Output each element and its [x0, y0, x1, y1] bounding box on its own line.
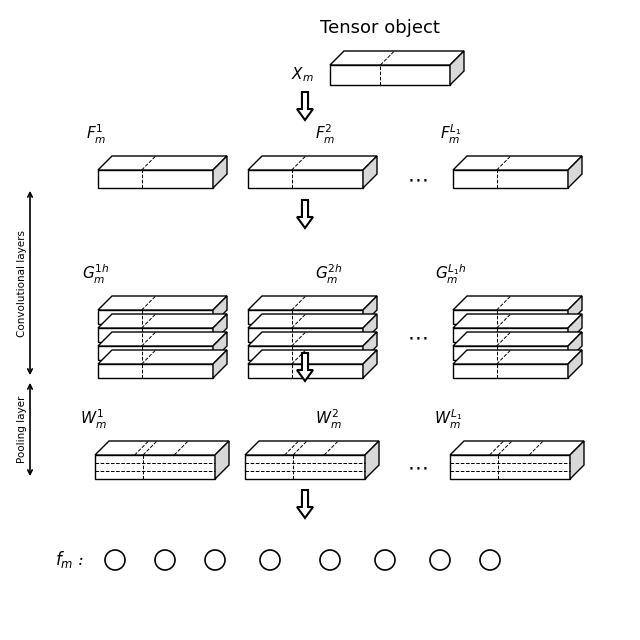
Polygon shape — [98, 310, 213, 324]
Polygon shape — [453, 328, 568, 342]
Polygon shape — [248, 156, 377, 170]
Polygon shape — [248, 328, 363, 342]
Text: $f_m$ :: $f_m$ : — [55, 550, 84, 570]
Polygon shape — [213, 350, 227, 378]
Polygon shape — [95, 455, 215, 479]
Polygon shape — [568, 156, 582, 188]
Text: $F_m^1$: $F_m^1$ — [86, 123, 106, 146]
Polygon shape — [98, 296, 227, 310]
Polygon shape — [213, 296, 227, 324]
Polygon shape — [248, 170, 363, 188]
Polygon shape — [453, 332, 582, 346]
Polygon shape — [450, 455, 570, 479]
Polygon shape — [98, 346, 213, 360]
Text: $W_m^1$: $W_m^1$ — [79, 408, 106, 431]
Polygon shape — [453, 310, 568, 324]
Polygon shape — [297, 353, 313, 381]
Polygon shape — [568, 314, 582, 342]
Polygon shape — [95, 441, 229, 455]
Polygon shape — [363, 332, 377, 360]
Polygon shape — [98, 314, 227, 328]
Text: $\cdots$: $\cdots$ — [407, 169, 428, 189]
Polygon shape — [215, 441, 229, 479]
Text: $W_m^2$: $W_m^2$ — [315, 408, 342, 431]
Polygon shape — [248, 310, 363, 324]
Polygon shape — [570, 441, 584, 479]
Polygon shape — [297, 200, 313, 228]
Polygon shape — [568, 350, 582, 378]
Polygon shape — [568, 296, 582, 324]
Polygon shape — [98, 328, 213, 342]
Polygon shape — [248, 364, 363, 378]
Polygon shape — [453, 156, 582, 170]
Text: $F_m^{L_1}$: $F_m^{L_1}$ — [440, 123, 462, 146]
Text: $G_m^{2h}$: $G_m^{2h}$ — [315, 263, 343, 286]
Polygon shape — [568, 332, 582, 360]
Polygon shape — [450, 51, 464, 85]
Polygon shape — [330, 65, 450, 85]
Polygon shape — [453, 314, 582, 328]
Polygon shape — [245, 455, 365, 479]
Polygon shape — [297, 92, 313, 120]
Text: Tensor object: Tensor object — [320, 19, 440, 37]
Text: $F_m^2$: $F_m^2$ — [315, 123, 335, 146]
Polygon shape — [213, 332, 227, 360]
Polygon shape — [363, 314, 377, 342]
Polygon shape — [98, 350, 227, 364]
Polygon shape — [98, 364, 213, 378]
Polygon shape — [453, 346, 568, 360]
Text: $G_m^{L_1h}$: $G_m^{L_1h}$ — [435, 263, 467, 286]
Text: $X_m$: $X_m$ — [291, 66, 314, 84]
Polygon shape — [98, 332, 227, 346]
Polygon shape — [363, 350, 377, 378]
Polygon shape — [363, 296, 377, 324]
Text: $G_m^{1h}$: $G_m^{1h}$ — [82, 263, 110, 286]
Polygon shape — [98, 170, 213, 188]
Polygon shape — [248, 332, 377, 346]
Polygon shape — [450, 441, 584, 455]
Polygon shape — [213, 314, 227, 342]
Polygon shape — [248, 350, 377, 364]
Polygon shape — [213, 156, 227, 188]
Polygon shape — [248, 314, 377, 328]
Text: $\cdots$: $\cdots$ — [407, 457, 428, 477]
Polygon shape — [453, 296, 582, 310]
Text: Convolutional layers: Convolutional layers — [17, 230, 27, 337]
Polygon shape — [365, 441, 379, 479]
Polygon shape — [297, 490, 313, 518]
Polygon shape — [453, 170, 568, 188]
Polygon shape — [363, 156, 377, 188]
Polygon shape — [245, 441, 379, 455]
Text: $\cdots$: $\cdots$ — [407, 327, 428, 347]
Text: $W_m^{L_1}$: $W_m^{L_1}$ — [434, 408, 462, 431]
Polygon shape — [453, 364, 568, 378]
Polygon shape — [248, 346, 363, 360]
Polygon shape — [98, 156, 227, 170]
Polygon shape — [453, 350, 582, 364]
Polygon shape — [330, 51, 464, 65]
Polygon shape — [248, 296, 377, 310]
Text: Pooling layer: Pooling layer — [17, 396, 27, 463]
